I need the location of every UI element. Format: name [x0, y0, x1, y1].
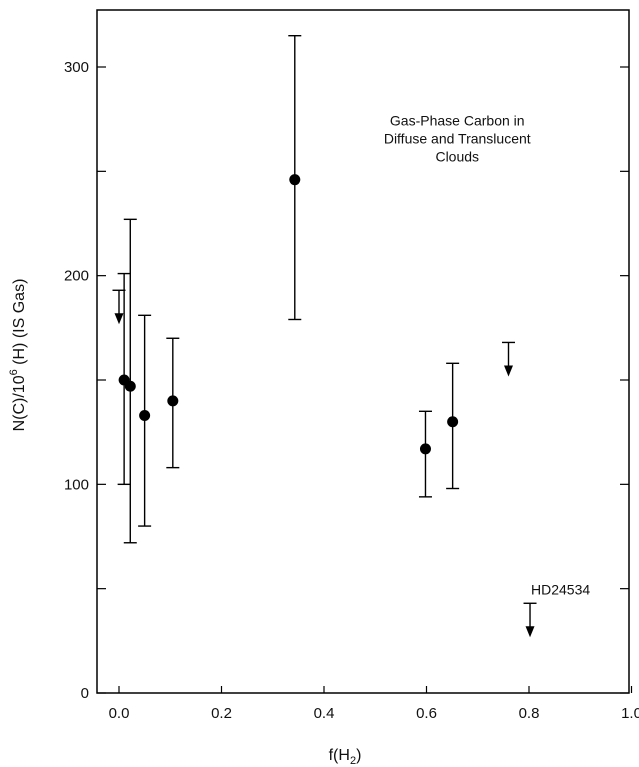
limit-label: HD24534: [531, 581, 590, 597]
annotation-line: Diffuse and Translucent: [384, 130, 531, 146]
data-point: [289, 174, 301, 186]
limit-arrowhead: [114, 313, 124, 325]
upper-limit-arrows: HD24534: [112, 289, 590, 638]
x-tick-label: 0.8: [519, 705, 540, 722]
y-tick-label: 0: [81, 685, 89, 702]
y-tick-label: 300: [64, 59, 89, 76]
x-axis-title: f(H2): [329, 747, 362, 767]
axis-ticks: [97, 66, 633, 694]
annotation-line: Clouds: [435, 148, 479, 164]
data-point: [447, 416, 459, 428]
y-axis-title: N(C)/106 (H) (IS Gas): [8, 279, 28, 432]
data-points: [118, 174, 459, 455]
x-tick-label: 0.4: [314, 705, 335, 722]
y-tick-label: 200: [64, 268, 89, 285]
x-tick-labels: 0.0 0.2 0.4 0.6 0.8 1.0: [109, 705, 639, 722]
data-point: [419, 443, 431, 455]
annotation-line: Gas-Phase Carbon in: [390, 112, 525, 128]
data-point: [124, 380, 136, 392]
x-tick-label: 0.2: [211, 705, 232, 722]
limit-arrowhead: [504, 365, 513, 377]
data-point: [139, 409, 151, 421]
data-point: [167, 395, 179, 407]
x-tick-label: 0.0: [109, 705, 130, 722]
y-tick-labels: 0 100 200 300: [64, 59, 89, 702]
x-tick-label: 1.0: [621, 705, 639, 722]
x-tick-label: 0.6: [416, 705, 437, 722]
plot-frame: [96, 9, 630, 694]
limit-arrowhead: [525, 626, 535, 638]
chart-annotation: Gas-Phase Carbon in Diffuse and Transluce…: [384, 112, 531, 164]
y-tick-label: 100: [64, 476, 89, 493]
